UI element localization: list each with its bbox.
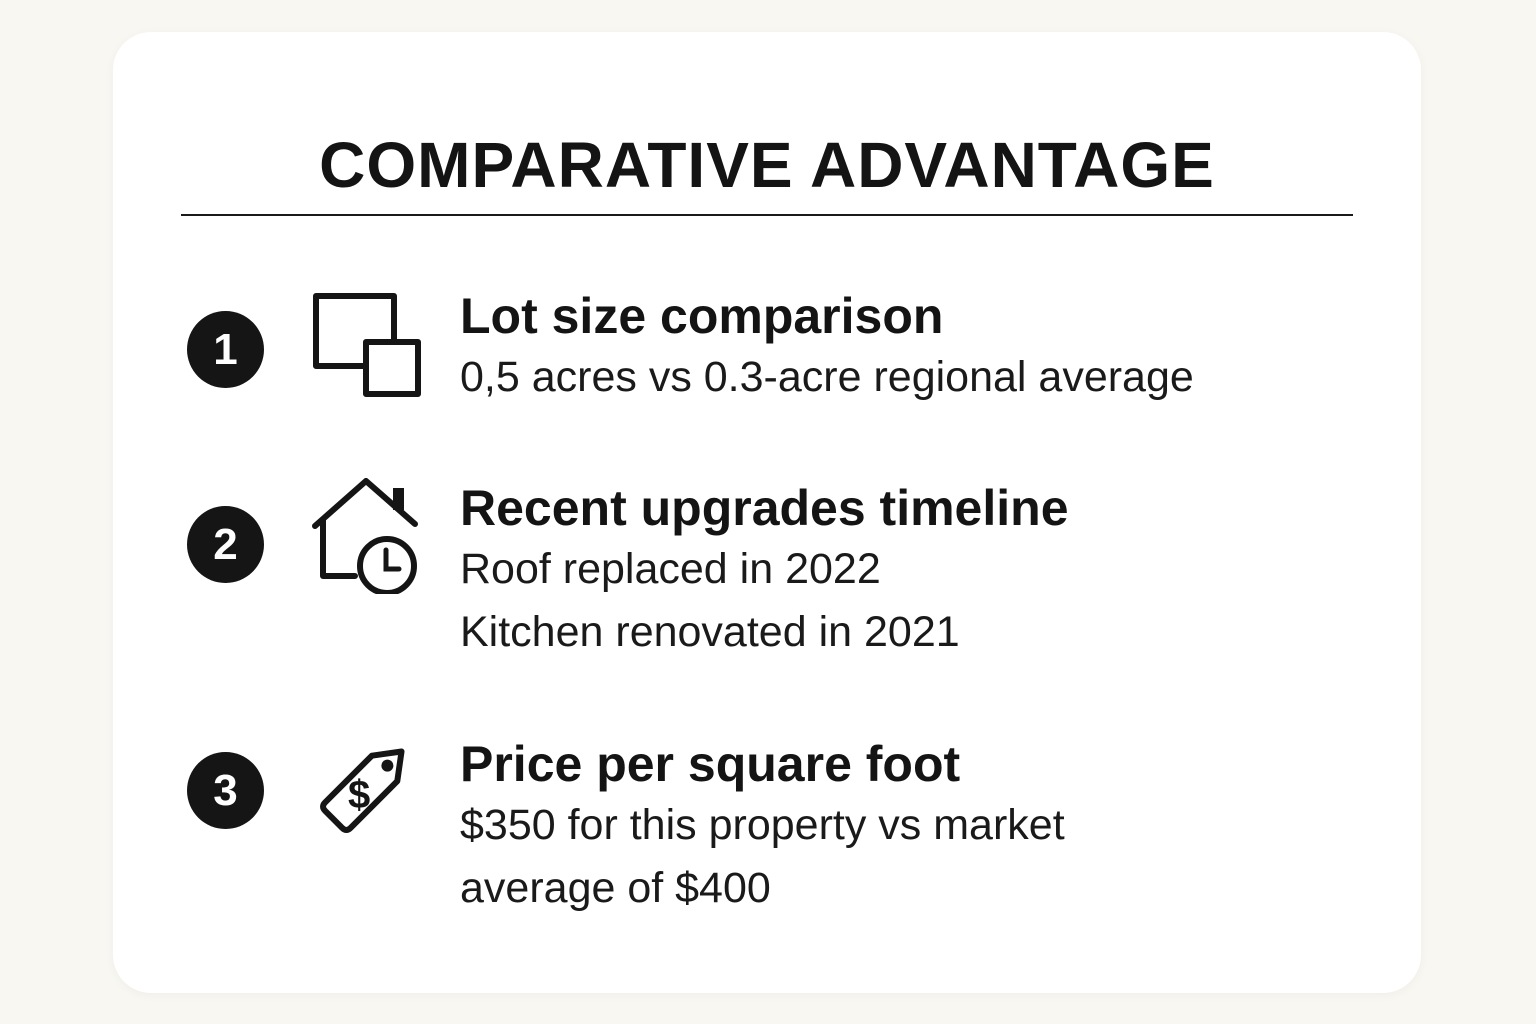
item-detail: 0,5 acres vs 0.3-acre regional average (460, 353, 1194, 401)
item-heading: Recent upgrades timeline (460, 480, 1069, 536)
item-detail: Roof replaced in 2022 (460, 545, 881, 593)
house-clock-icon (312, 478, 418, 594)
overlapping-squares-icon (313, 293, 421, 397)
number-badge: 2 (187, 506, 264, 583)
price-tag-dollar-icon: $ (320, 748, 405, 833)
number-badge: 1 (187, 311, 264, 388)
svg-text:$: $ (348, 773, 370, 817)
item-heading: Lot size comparison (460, 288, 944, 344)
card-title: COMPARATIVE ADVANTAGE (319, 129, 1215, 201)
comparative-advantage-card: COMPARATIVE ADVANTAGE 1 Lot size compari… (113, 32, 1421, 993)
item-detail: average of $400 (460, 864, 771, 912)
item-detail: Kitchen renovated in 2021 (460, 608, 960, 656)
title-divider (181, 214, 1353, 216)
number-badge: 3 (187, 752, 264, 829)
item-heading: Price per square foot (460, 736, 961, 792)
item-detail: $350 for this property vs market (460, 801, 1065, 849)
